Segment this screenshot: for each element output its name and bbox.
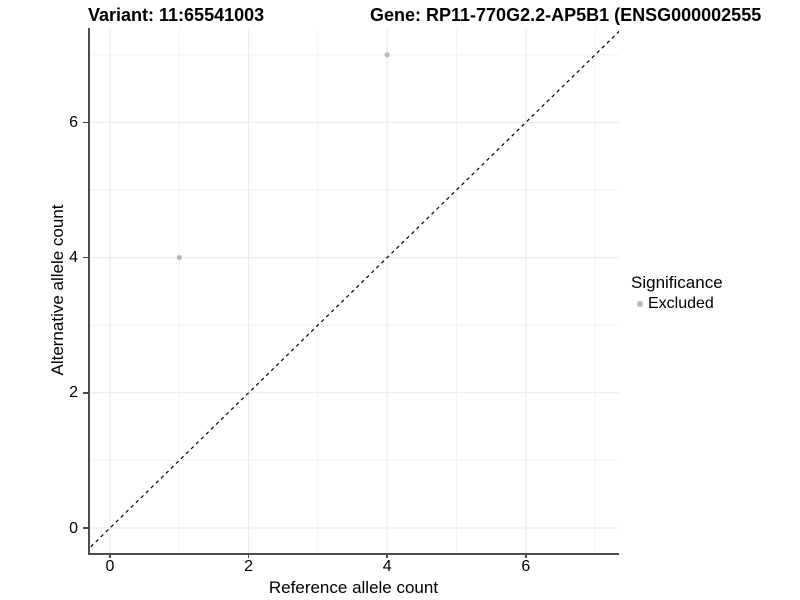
y-tick-mark xyxy=(83,256,88,259)
y-tick-mark xyxy=(83,121,88,124)
y-tick-label: 6 xyxy=(69,113,78,131)
x-tick-mark xyxy=(247,553,250,558)
legend-entry-excluded: Excluded xyxy=(631,295,723,313)
y-tick-label: 0 xyxy=(69,519,78,537)
y-tick-label: 4 xyxy=(69,249,78,267)
y-tick-mark xyxy=(83,392,88,394)
variant-title: Variant: 11:65541003 xyxy=(88,5,265,25)
x-tick-label: 2 xyxy=(244,558,254,575)
legend-title: Significance xyxy=(631,273,723,292)
gene-title: Gene: RP11-770G2.2-AP5B1 (ENSG000002555 xyxy=(370,5,762,25)
plot-area xyxy=(90,28,619,553)
data-point xyxy=(176,255,182,261)
x-tick-label: 6 xyxy=(521,558,531,575)
data-point xyxy=(384,52,390,58)
x-tick-mark xyxy=(386,553,388,558)
identity-line xyxy=(90,30,619,549)
legend-entry-label: Excluded xyxy=(648,295,714,312)
x-tick-mark xyxy=(109,553,111,558)
legend: Significance Excluded xyxy=(631,273,723,313)
x-tick-mark xyxy=(525,553,527,558)
y-tick-mark xyxy=(83,527,88,529)
excluded-point-icon xyxy=(637,301,643,307)
plot-panel xyxy=(88,28,619,555)
x-axis-title: Reference allele count xyxy=(268,578,439,597)
x-tick-label: 4 xyxy=(382,558,392,575)
y-axis-title: Alternative allele count xyxy=(48,204,67,376)
x-tick-label: 0 xyxy=(105,558,115,575)
y-tick-label: 2 xyxy=(69,384,78,402)
